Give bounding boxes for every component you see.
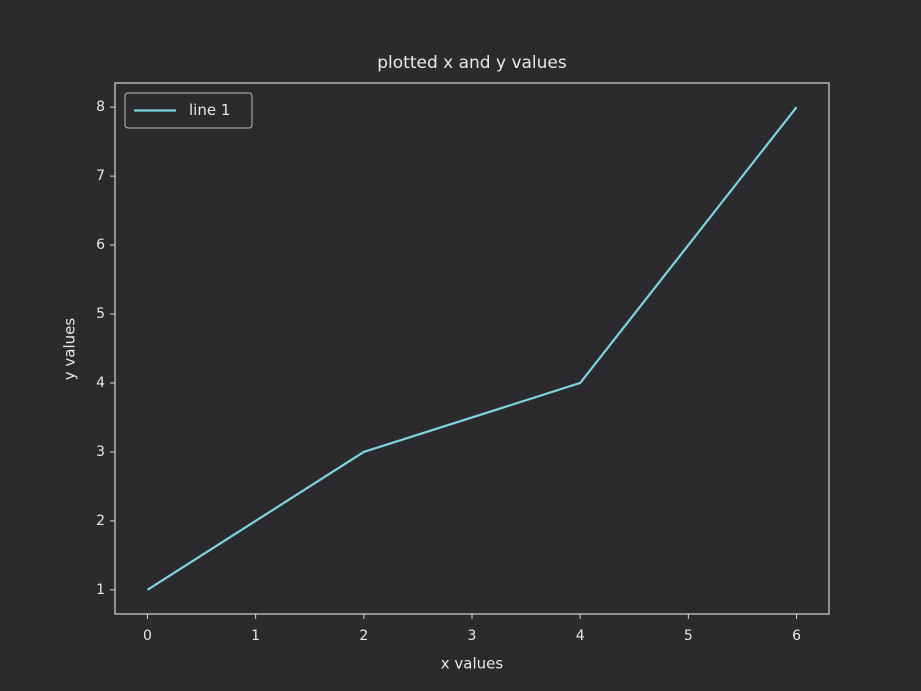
- chart-title: plotted x and y values: [377, 53, 567, 73]
- y-tick-label: 3: [96, 444, 105, 460]
- y-tick-label: 5: [96, 306, 105, 322]
- y-tick-label: 6: [96, 237, 105, 253]
- data-line: [146, 106, 798, 591]
- x-tick-label: 3: [468, 628, 477, 644]
- x-tick-label: 2: [359, 628, 368, 644]
- y-tick-label: 8: [96, 99, 105, 115]
- legend-label: line 1: [189, 101, 230, 119]
- x-tick-label: 0: [143, 628, 152, 644]
- y-tick-label: 2: [96, 513, 105, 529]
- x-axis-label: x values: [441, 655, 504, 673]
- x-tick-label: 5: [684, 628, 693, 644]
- x-tick-label: 6: [792, 628, 801, 644]
- x-tick-label: 4: [576, 628, 585, 644]
- y-tick-label: 7: [96, 168, 105, 184]
- y-tick-label: 1: [96, 582, 105, 598]
- plot-frame: [114, 82, 830, 615]
- y-tick-label: 4: [96, 375, 105, 391]
- x-tick-label: 1: [251, 628, 260, 644]
- legend-box: [124, 92, 253, 129]
- y-axis-label: y values: [61, 318, 79, 381]
